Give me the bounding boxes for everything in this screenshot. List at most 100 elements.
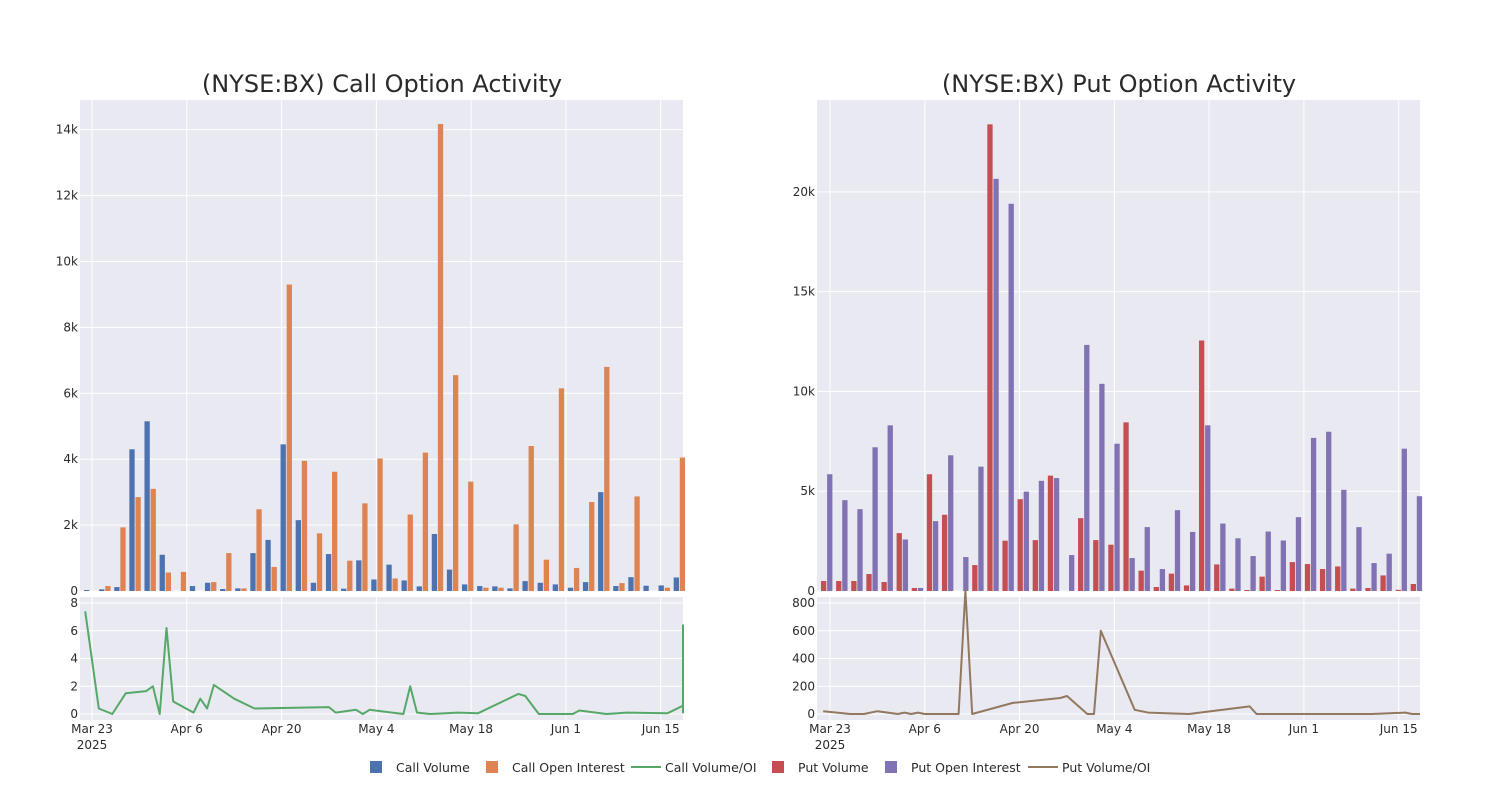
volume-bar xyxy=(673,577,679,591)
open-interest-bar xyxy=(1250,556,1256,591)
volume-bar xyxy=(1395,589,1401,591)
volume-bar xyxy=(1229,588,1235,591)
volume-bar xyxy=(129,449,135,591)
chart-title: (NYSE:BX) Call Option Activity xyxy=(202,70,562,98)
x-tick-label: Apr 20 xyxy=(1000,722,1040,736)
x-tick-label: Apr 6 xyxy=(909,722,941,736)
open-interest-bar xyxy=(1144,527,1150,591)
volume-bar xyxy=(896,533,902,591)
volume-bar xyxy=(1335,566,1341,591)
open-interest-bar xyxy=(1280,540,1286,591)
x-tick-year-label: 2025 xyxy=(815,738,846,752)
ratio-y-tick-label: 6 xyxy=(70,624,78,638)
open-interest-bar xyxy=(963,557,969,591)
x-tick-label: May 4 xyxy=(358,722,394,736)
volume-bar xyxy=(643,585,649,591)
volume-bar xyxy=(1123,422,1129,591)
open-interest-bar xyxy=(1371,563,1377,591)
open-interest-bar xyxy=(634,496,640,591)
volume-bar xyxy=(1319,569,1326,591)
open-interest-bar xyxy=(887,425,893,591)
volume-bar xyxy=(1380,575,1386,591)
volume-bar xyxy=(1138,570,1144,591)
y-tick-label: 0 xyxy=(70,584,78,598)
x-tick-label: Apr 6 xyxy=(171,722,203,736)
open-interest-bar xyxy=(1310,437,1317,591)
open-interest-bar xyxy=(407,514,413,591)
ratio-y-tick-label: 0 xyxy=(807,707,815,721)
open-interest-bar xyxy=(1416,496,1423,591)
open-interest-bar xyxy=(1084,344,1090,591)
x-tick-label: Jun 1 xyxy=(550,722,581,736)
volume-bar xyxy=(866,574,872,591)
ratio-y-tick-label: 200 xyxy=(792,679,815,693)
volume-oi-ratio-line xyxy=(84,611,684,715)
volume-bar xyxy=(1365,588,1371,591)
volume-bar xyxy=(598,492,604,591)
volume-bar xyxy=(356,560,362,591)
open-interest-bar xyxy=(1099,383,1105,591)
open-interest-bar xyxy=(301,460,308,591)
legend-label: Call Volume xyxy=(396,760,470,775)
y-tick-label: 10k xyxy=(793,384,815,398)
volume-bar xyxy=(1002,540,1008,591)
x-tick-label: May 4 xyxy=(1096,722,1132,736)
open-interest-bar xyxy=(256,509,262,591)
open-interest-bar xyxy=(422,452,429,591)
open-interest-bar xyxy=(573,567,580,591)
legend-label: Put Volume/OI xyxy=(1062,760,1150,775)
ratio-y-tick-label: 4 xyxy=(70,652,78,666)
open-interest-bar xyxy=(917,588,924,591)
open-interest-bar xyxy=(316,533,323,591)
open-interest-bar xyxy=(1023,491,1029,591)
x-tick-label: May 18 xyxy=(449,722,493,736)
open-interest-bar xyxy=(211,582,217,591)
volume-bar xyxy=(235,588,241,591)
call-option-panel: (NYSE:BX) Call Option Activity 0 2k 4k 6k 8k 1… xyxy=(56,70,686,752)
volume-bar xyxy=(431,533,438,591)
open-interest-bar xyxy=(347,560,353,591)
open-interest-bar xyxy=(1386,553,1392,591)
open-interest-bar xyxy=(932,521,939,591)
open-interest-bar xyxy=(604,366,610,591)
y-tick-label: 0 xyxy=(807,584,815,598)
x-tick-label: Jun 1 xyxy=(1288,722,1319,736)
open-interest-bar xyxy=(513,524,519,591)
ratio-y-tick-label: 8 xyxy=(70,596,78,610)
volume-bar xyxy=(1093,540,1099,591)
open-interest-bar xyxy=(377,458,383,591)
volume-bar xyxy=(1032,540,1038,591)
open-interest-bar xyxy=(1114,443,1120,591)
open-interest-bar xyxy=(150,488,156,591)
volume-bar xyxy=(537,582,543,591)
volume-bar xyxy=(911,588,918,591)
legend-item-call-ratio: Call Volume/OI xyxy=(631,760,757,775)
open-interest-bar xyxy=(286,284,292,591)
legend-item-put-ratio: Put Volume/OI xyxy=(1028,760,1150,775)
x-tick-label: Jun 15 xyxy=(1379,722,1418,736)
open-interest-bar xyxy=(1038,480,1045,591)
volume-bar xyxy=(341,588,347,591)
open-interest-bar xyxy=(1235,538,1241,591)
ratio-y-tick-label: 400 xyxy=(792,652,815,666)
volume-bar xyxy=(582,582,589,591)
y-tick-label: 5k xyxy=(800,484,815,498)
volume-bar xyxy=(462,584,468,591)
open-interest-bar xyxy=(483,587,489,591)
x-tick-label: May 18 xyxy=(1187,722,1231,736)
volume-bar xyxy=(1199,340,1205,591)
volume-bar xyxy=(416,586,422,591)
volume-bar xyxy=(613,586,619,591)
open-interest-bar xyxy=(1265,531,1271,591)
open-interest-bar xyxy=(468,481,474,591)
volume-bar xyxy=(1244,590,1250,591)
open-interest-bar xyxy=(1189,531,1196,591)
open-interest-bar xyxy=(1174,510,1181,591)
open-interest-bar xyxy=(1053,478,1060,591)
volume-bar xyxy=(386,564,392,591)
volume-bar xyxy=(926,474,933,591)
open-interest-bar xyxy=(1069,555,1075,591)
volume-bar xyxy=(507,588,513,591)
ratio-y-tick-label: 2 xyxy=(70,679,78,693)
